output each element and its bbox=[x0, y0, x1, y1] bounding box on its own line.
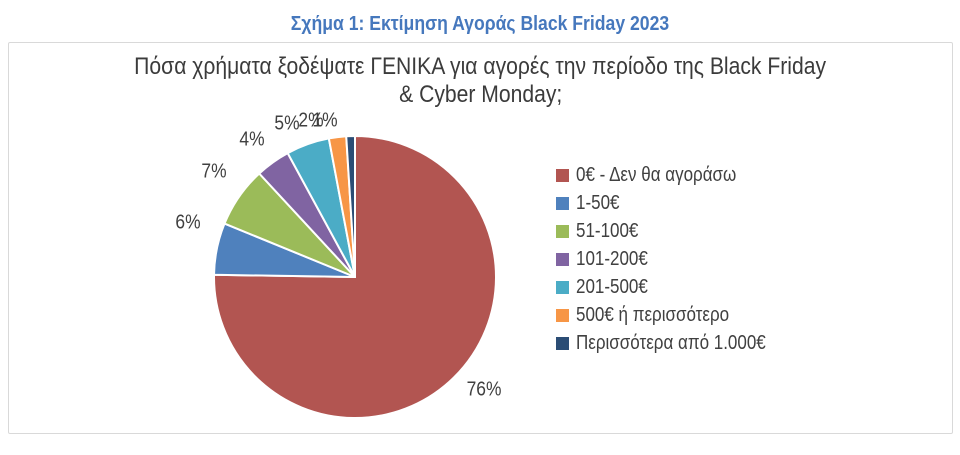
chart-title-line-1: Πόσα χρήματα ξοδέψατε ΓΕΝΙΚΑ για αγορές … bbox=[134, 53, 827, 80]
legend-item-7: Περισσότερα από 1.000€ bbox=[556, 329, 799, 357]
legend-swatch-icon bbox=[556, 308, 569, 322]
legend-item-4: 101-200€ bbox=[556, 245, 799, 273]
legend-item-5: 201-500€ bbox=[556, 273, 799, 301]
pie-slice-label-7: 1% bbox=[312, 109, 338, 132]
pie-slice-label-2: 6% bbox=[175, 211, 201, 234]
legend-item-1: 0€ - Δεν θα αγοράσω bbox=[556, 161, 799, 189]
pie-slice-label-4: 4% bbox=[239, 128, 265, 151]
legend-swatch-icon bbox=[556, 336, 569, 350]
legend-label: Περισσότερα από 1.000€ bbox=[576, 331, 766, 354]
legend-label: 1-50€ bbox=[576, 191, 620, 214]
legend-item-3: 51-100€ bbox=[556, 217, 799, 245]
pie-slice-label-3: 7% bbox=[201, 160, 227, 183]
legend-label: 0€ - Δεν θα αγοράσω bbox=[576, 163, 737, 186]
legend-label: 500€ ή περισσότερο bbox=[576, 303, 730, 326]
pie-slice-7 bbox=[345, 134, 356, 278]
legend-item-2: 1-50€ bbox=[556, 189, 799, 217]
legend-swatch-icon bbox=[556, 280, 569, 294]
chart-legend: 0€ - Δεν θα αγοράσω 1-50€ 51-100€ 101-200€ 2… bbox=[556, 161, 799, 357]
chart-title: Πόσα χρήματα ξοδέψατε ΓΕΝΙΚΑ για αγορές … bbox=[9, 53, 952, 109]
figure-caption-text: Σχήμα 1: Εκτίμηση Αγοράς Black Friday 20… bbox=[290, 13, 670, 35]
pie-slice-label-1: 76% bbox=[466, 378, 502, 401]
legend-label: 51-100€ bbox=[576, 219, 639, 242]
legend-label: 101-200€ bbox=[576, 247, 648, 270]
legend-label: 201-500€ bbox=[576, 275, 648, 298]
legend-swatch-icon bbox=[556, 252, 569, 266]
legend-swatch-icon bbox=[556, 168, 569, 182]
pie-slice-label-6: 2% bbox=[298, 109, 324, 132]
chart-title-line-2: & Cyber Monday; bbox=[398, 81, 563, 108]
legend-swatch-icon bbox=[556, 196, 569, 210]
pie-slice-1 bbox=[213, 134, 497, 419]
chart-container: Πόσα χρήματα ξοδέψατε ΓΕΝΙΚΑ για αγορές … bbox=[8, 42, 953, 434]
legend-swatch-icon bbox=[556, 224, 569, 238]
legend-item-6: 500€ ή περισσότερο bbox=[556, 301, 799, 329]
figure-caption: Σχήμα 1: Εκτίμηση Αγοράς Black Friday 20… bbox=[0, 13, 960, 36]
pie-slice-label-5: 5% bbox=[274, 112, 300, 135]
pie-chart bbox=[213, 134, 497, 419]
